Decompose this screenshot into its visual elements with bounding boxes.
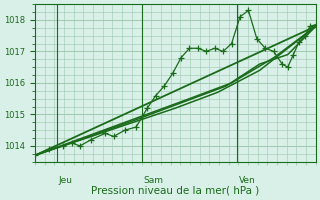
Text: Ven: Ven — [239, 176, 255, 185]
X-axis label: Pression niveau de la mer( hPa ): Pression niveau de la mer( hPa ) — [91, 186, 260, 196]
Text: Jeu: Jeu — [59, 176, 73, 185]
Text: Sam: Sam — [143, 176, 163, 185]
